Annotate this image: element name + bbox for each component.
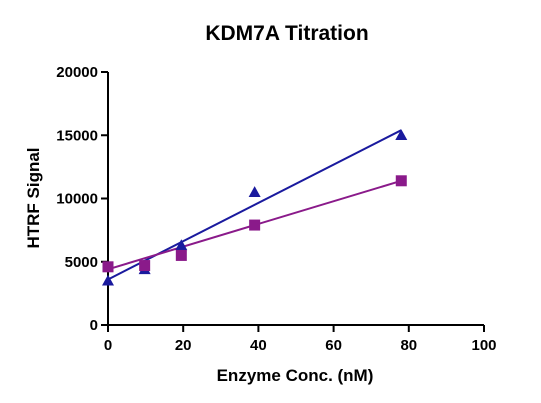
data-point-square (102, 261, 114, 273)
x-tick-label: 80 (400, 337, 417, 354)
data-points (102, 129, 408, 286)
y-tick-label: 15000 (56, 127, 98, 144)
data-point-triangle (248, 186, 261, 197)
x-tick-label: 40 (250, 337, 267, 354)
data-point-triangle (102, 274, 114, 286)
y-tick-label: 5000 (65, 254, 98, 271)
x-tick-label: 20 (175, 337, 192, 354)
x-tick-label: 100 (471, 337, 496, 354)
data-point-square (395, 175, 407, 187)
y-tick-label: 0 (90, 317, 98, 334)
chart-title: KDM7A Titration (205, 22, 368, 45)
fit-lines (107, 129, 402, 281)
y-axis-label: HTRF Signal (24, 147, 43, 248)
x-tick-label: 0 (104, 337, 112, 354)
y-tick-label: 10000 (56, 191, 98, 208)
data-point-square (249, 219, 261, 231)
x-axis-label: Enzyme Conc. (nM) (217, 366, 374, 385)
data-point-square (175, 249, 187, 261)
x-tick-label: 60 (325, 337, 342, 354)
data-point-square (139, 260, 151, 272)
data-point-triangle (395, 129, 408, 141)
data-point-triangle (175, 239, 188, 251)
axes (107, 72, 484, 326)
x-ticks: 0 20 40 60 80 100 (104, 325, 497, 354)
y-ticks: 0 5000 10000 15000 20000 (56, 64, 108, 334)
y-tick-label: 20000 (56, 64, 98, 81)
